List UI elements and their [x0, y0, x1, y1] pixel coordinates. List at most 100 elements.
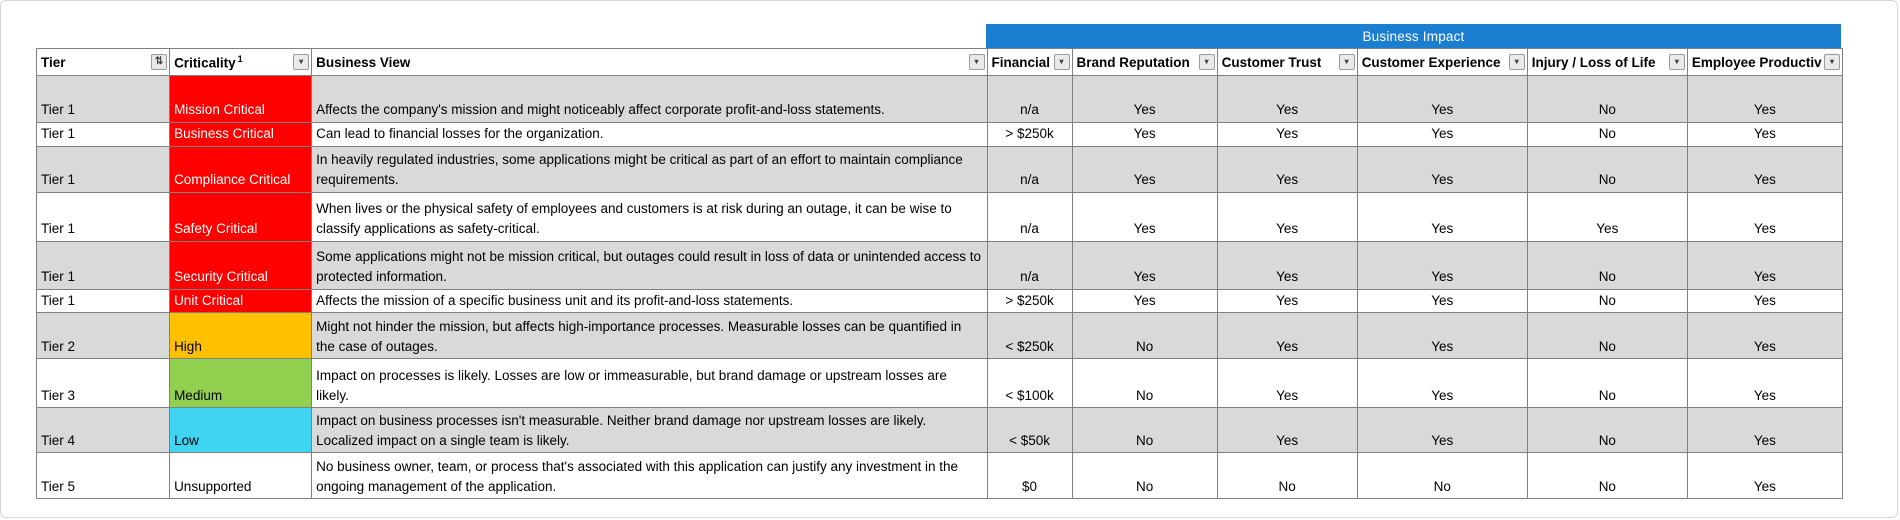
cell-business-view[interactable]: No business owner, team, or process that… — [311, 452, 988, 500]
column-header-financial[interactable]: Financial ▾ — [986, 48, 1073, 76]
cell-customer-experience[interactable]: Yes — [1356, 145, 1528, 193]
cell-financial[interactable]: < $50k — [986, 407, 1073, 454]
customer-trust-filter-icon[interactable]: ▾ — [1338, 54, 1355, 70]
cell-tier[interactable]: Tier 1 — [35, 240, 171, 290]
cell-brand-reputation[interactable]: No — [1071, 452, 1218, 500]
employee-productivity-filter-icon[interactable]: ▾ — [1824, 54, 1840, 70]
cell-customer-trust[interactable]: Yes — [1216, 145, 1358, 193]
cell-injury-loss-of-life[interactable]: No — [1526, 75, 1688, 123]
column-header-tier[interactable]: Tier ⇅ — [35, 48, 171, 76]
cell-business-view[interactable]: Might not hinder the mission, but affect… — [311, 312, 988, 360]
cell-injury-loss-of-life[interactable]: No — [1526, 288, 1688, 314]
cell-employee-productivity[interactable]: Yes — [1686, 452, 1844, 500]
cell-brand-reputation[interactable]: Yes — [1071, 191, 1218, 242]
cell-criticality[interactable]: Medium — [169, 358, 313, 409]
cell-tier[interactable]: Tier 1 — [35, 122, 171, 147]
cell-brand-reputation[interactable]: Yes — [1071, 75, 1218, 123]
cell-customer-experience[interactable]: Yes — [1356, 358, 1528, 409]
cell-business-view[interactable]: In heavily regulated industries, some ap… — [311, 145, 988, 193]
cell-employee-productivity[interactable]: Yes — [1686, 240, 1844, 290]
column-header-employee-productivity[interactable]: Employee Productivity ▾ — [1686, 48, 1844, 76]
cell-criticality[interactable]: Low — [169, 407, 313, 454]
cell-injury-loss-of-life[interactable]: No — [1526, 122, 1688, 147]
cell-criticality[interactable]: Unsupported — [169, 452, 313, 500]
tier-sort-filter-icon[interactable]: ⇅ — [151, 54, 168, 70]
cell-injury-loss-of-life[interactable]: No — [1526, 358, 1688, 409]
cell-criticality[interactable]: Safety Critical — [169, 191, 313, 242]
cell-tier[interactable]: Tier 4 — [35, 407, 171, 454]
cell-criticality[interactable]: Compliance Critical — [169, 145, 313, 193]
cell-injury-loss-of-life[interactable]: Yes — [1526, 191, 1688, 242]
cell-employee-productivity[interactable]: Yes — [1686, 312, 1844, 360]
cell-tier[interactable]: Tier 3 — [35, 358, 171, 409]
cell-financial[interactable]: > $250k — [986, 122, 1073, 147]
cell-brand-reputation[interactable]: No — [1071, 358, 1218, 409]
cell-financial[interactable]: $0 — [986, 452, 1073, 500]
cell-injury-loss-of-life[interactable]: No — [1526, 407, 1688, 454]
financial-filter-icon[interactable]: ▾ — [1053, 54, 1070, 70]
cell-injury-loss-of-life[interactable]: No — [1526, 312, 1688, 360]
cell-customer-experience[interactable]: Yes — [1356, 312, 1528, 360]
cell-business-view[interactable]: When lives or the physical safety of emp… — [311, 191, 988, 242]
cell-criticality[interactable]: High — [169, 312, 313, 360]
business-impact-banner[interactable]: Business Impact — [986, 24, 1841, 48]
column-header-criticality[interactable]: Criticality 1 ▾ — [169, 48, 313, 76]
cell-customer-experience[interactable]: Yes — [1356, 75, 1528, 123]
cell-customer-trust[interactable]: Yes — [1216, 312, 1358, 360]
business-view-filter-icon[interactable]: ▾ — [968, 54, 985, 70]
column-header-customer-experience[interactable]: Customer Experience ▾ — [1356, 48, 1528, 76]
cell-customer-trust[interactable]: Yes — [1216, 407, 1358, 454]
cell-customer-trust[interactable]: Yes — [1216, 122, 1358, 147]
cell-business-view[interactable]: Affects the mission of a specific busine… — [311, 288, 988, 314]
cell-customer-trust[interactable]: Yes — [1216, 240, 1358, 290]
criticality-filter-icon[interactable]: ▾ — [293, 54, 310, 70]
cell-employee-productivity[interactable]: Yes — [1686, 288, 1844, 314]
brand-reputation-filter-icon[interactable]: ▾ — [1198, 54, 1215, 70]
cell-financial[interactable]: n/a — [986, 75, 1073, 123]
cell-tier[interactable]: Tier 1 — [35, 191, 171, 242]
cell-criticality[interactable]: Security Critical — [169, 240, 313, 290]
cell-tier[interactable]: Tier 1 — [35, 145, 171, 193]
cell-injury-loss-of-life[interactable]: No — [1526, 240, 1688, 290]
cell-employee-productivity[interactable]: Yes — [1686, 122, 1844, 147]
injury-loss-of-life-filter-icon[interactable]: ▾ — [1668, 54, 1685, 70]
cell-customer-trust[interactable]: Yes — [1216, 75, 1358, 123]
cell-customer-experience[interactable]: Yes — [1356, 122, 1528, 147]
cell-customer-trust[interactable]: No — [1216, 452, 1358, 500]
cell-financial[interactable]: n/a — [986, 145, 1073, 193]
cell-customer-experience[interactable]: Yes — [1356, 191, 1528, 242]
cell-financial[interactable]: > $250k — [986, 288, 1073, 314]
cell-employee-productivity[interactable]: Yes — [1686, 191, 1844, 242]
cell-injury-loss-of-life[interactable]: No — [1526, 452, 1688, 500]
cell-employee-productivity[interactable]: Yes — [1686, 145, 1844, 193]
cell-employee-productivity[interactable]: Yes — [1686, 407, 1844, 454]
cell-customer-experience[interactable]: Yes — [1356, 288, 1528, 314]
cell-brand-reputation[interactable]: No — [1071, 407, 1218, 454]
cell-financial[interactable]: < $250k — [986, 312, 1073, 360]
cell-tier[interactable]: Tier 5 — [35, 452, 171, 500]
cell-financial[interactable]: < $100k — [986, 358, 1073, 409]
cell-tier[interactable]: Tier 2 — [35, 312, 171, 360]
column-header-business-view[interactable]: Business View ▾ — [311, 48, 988, 76]
cell-business-view[interactable]: Impact on processes is likely. Losses ar… — [311, 358, 988, 409]
cell-tier[interactable]: Tier 1 — [35, 288, 171, 314]
cell-business-view[interactable]: Some applications might not be mission c… — [311, 240, 988, 290]
cell-criticality[interactable]: Mission Critical — [169, 75, 313, 123]
cell-financial[interactable]: n/a — [986, 191, 1073, 242]
column-header-customer-trust[interactable]: Customer Trust ▾ — [1216, 48, 1358, 76]
cell-criticality[interactable]: Business Critical — [169, 122, 313, 147]
cell-brand-reputation[interactable]: Yes — [1071, 288, 1218, 314]
cell-business-view[interactable]: Impact on business processes isn't measu… — [311, 407, 988, 454]
cell-customer-trust[interactable]: Yes — [1216, 288, 1358, 314]
cell-tier[interactable]: Tier 1 — [35, 75, 171, 123]
column-header-brand-reputation[interactable]: Brand Reputation ▾ — [1071, 48, 1218, 76]
cell-employee-productivity[interactable]: Yes — [1686, 75, 1844, 123]
cell-injury-loss-of-life[interactable]: No — [1526, 145, 1688, 193]
cell-financial[interactable]: n/a — [986, 240, 1073, 290]
cell-customer-trust[interactable]: Yes — [1216, 358, 1358, 409]
cell-brand-reputation[interactable]: No — [1071, 312, 1218, 360]
cell-customer-experience[interactable]: Yes — [1356, 407, 1528, 454]
cell-business-view[interactable]: Affects the company's mission and might … — [311, 75, 988, 123]
cell-customer-experience[interactable]: Yes — [1356, 240, 1528, 290]
cell-customer-experience[interactable]: No — [1356, 452, 1528, 500]
